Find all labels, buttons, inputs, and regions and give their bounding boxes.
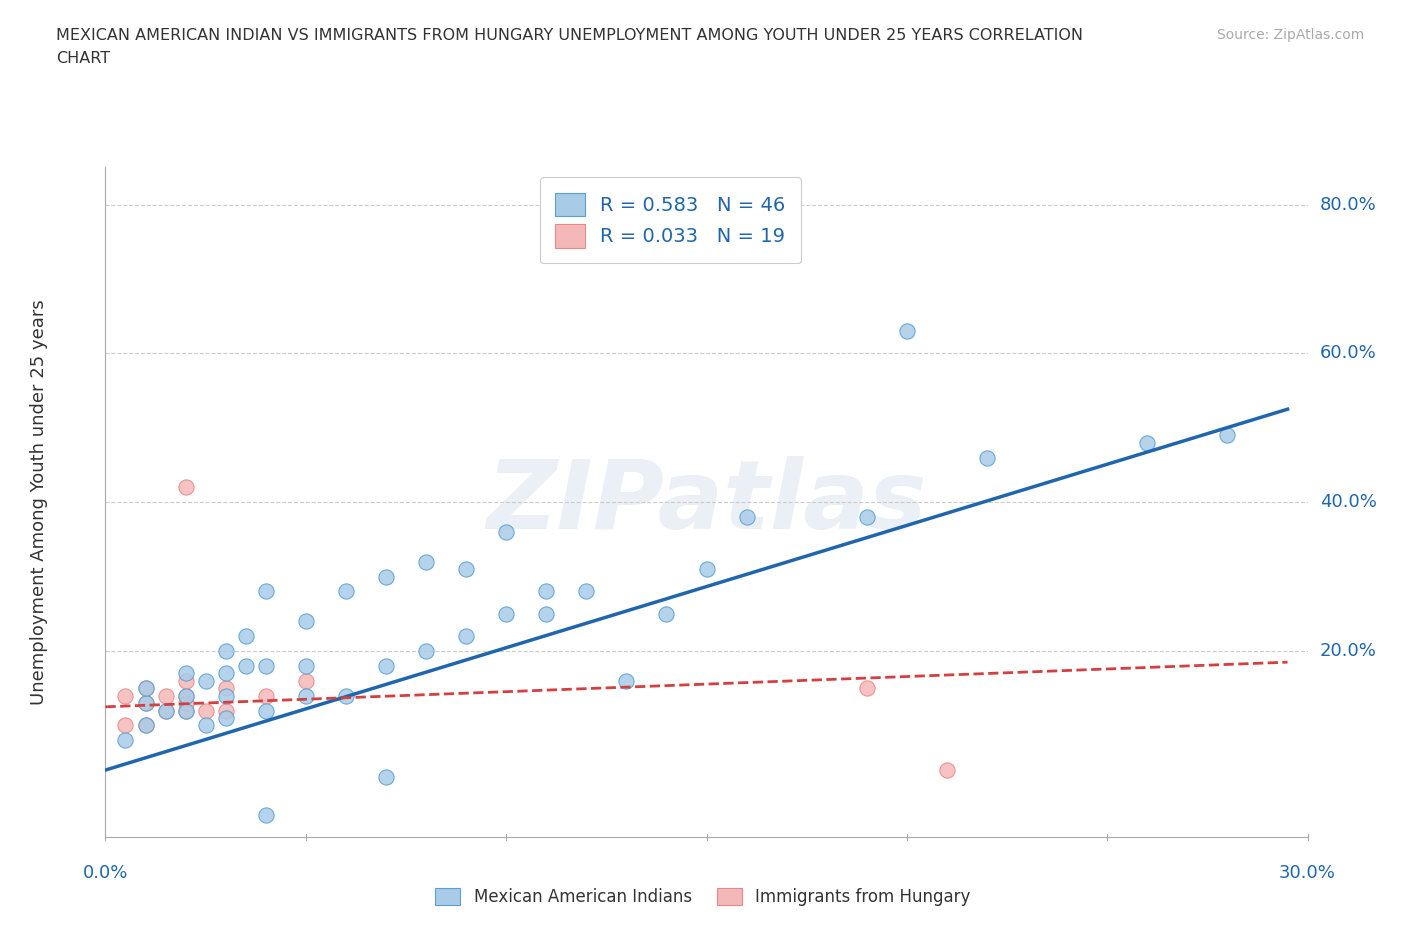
Point — [254, 807, 277, 822]
Point — [575, 584, 598, 599]
Point — [155, 688, 177, 703]
Point — [174, 703, 197, 718]
Point — [135, 696, 157, 711]
Point — [174, 703, 197, 718]
Point — [214, 703, 236, 718]
Point — [855, 510, 877, 525]
Text: 20.0%: 20.0% — [1320, 642, 1376, 660]
Point — [454, 629, 477, 644]
Point — [135, 718, 157, 733]
Point — [194, 703, 217, 718]
Point — [254, 658, 277, 673]
Point — [534, 606, 557, 621]
Point — [295, 673, 318, 688]
Point — [374, 770, 398, 785]
Point — [415, 554, 437, 569]
Point — [135, 681, 157, 696]
Point — [454, 562, 477, 577]
Point — [374, 569, 398, 584]
Point — [295, 688, 318, 703]
Text: 40.0%: 40.0% — [1320, 493, 1376, 512]
Point — [135, 681, 157, 696]
Point — [415, 644, 437, 658]
Text: 0.0%: 0.0% — [83, 864, 128, 882]
Point — [254, 584, 277, 599]
Point — [295, 658, 318, 673]
Point — [135, 718, 157, 733]
Point — [174, 666, 197, 681]
Point — [495, 525, 517, 539]
Point — [194, 673, 217, 688]
Point — [1216, 428, 1239, 443]
Point — [235, 629, 257, 644]
Point — [114, 718, 136, 733]
Point — [696, 562, 718, 577]
Point — [1136, 435, 1159, 450]
Point — [655, 606, 678, 621]
Point — [155, 703, 177, 718]
Point — [114, 733, 136, 748]
Point — [534, 584, 557, 599]
Text: CHART: CHART — [56, 51, 110, 66]
Point — [235, 658, 257, 673]
Point — [495, 606, 517, 621]
Point — [335, 584, 357, 599]
Point — [616, 673, 638, 688]
Point — [174, 688, 197, 703]
Point — [214, 666, 236, 681]
Text: 60.0%: 60.0% — [1320, 344, 1376, 363]
Point — [735, 510, 758, 525]
Point — [214, 688, 236, 703]
Point — [254, 703, 277, 718]
Point — [155, 703, 177, 718]
Point — [194, 718, 217, 733]
Point — [295, 614, 318, 629]
Point — [135, 696, 157, 711]
Point — [174, 480, 197, 495]
Text: Source: ZipAtlas.com: Source: ZipAtlas.com — [1216, 28, 1364, 42]
Point — [936, 763, 959, 777]
Point — [335, 688, 357, 703]
Point — [114, 688, 136, 703]
Text: ZIPatlas: ZIPatlas — [486, 456, 927, 549]
Legend: R = 0.583   N = 46, R = 0.033   N = 19: R = 0.583 N = 46, R = 0.033 N = 19 — [540, 177, 801, 263]
Text: MEXICAN AMERICAN INDIAN VS IMMIGRANTS FROM HUNGARY UNEMPLOYMENT AMONG YOUTH UNDE: MEXICAN AMERICAN INDIAN VS IMMIGRANTS FR… — [56, 28, 1083, 43]
Point — [976, 450, 998, 465]
Point — [174, 673, 197, 688]
Point — [174, 688, 197, 703]
Point — [374, 658, 398, 673]
Point — [855, 681, 877, 696]
Text: 30.0%: 30.0% — [1279, 864, 1336, 882]
Point — [214, 644, 236, 658]
Point — [254, 688, 277, 703]
Legend: Mexican American Indians, Immigrants from Hungary: Mexican American Indians, Immigrants fro… — [429, 881, 977, 912]
Point — [214, 681, 236, 696]
Point — [174, 696, 197, 711]
Text: 80.0%: 80.0% — [1320, 195, 1376, 214]
Point — [214, 711, 236, 725]
Point — [896, 324, 918, 339]
Text: Unemployment Among Youth under 25 years: Unemployment Among Youth under 25 years — [31, 299, 48, 705]
